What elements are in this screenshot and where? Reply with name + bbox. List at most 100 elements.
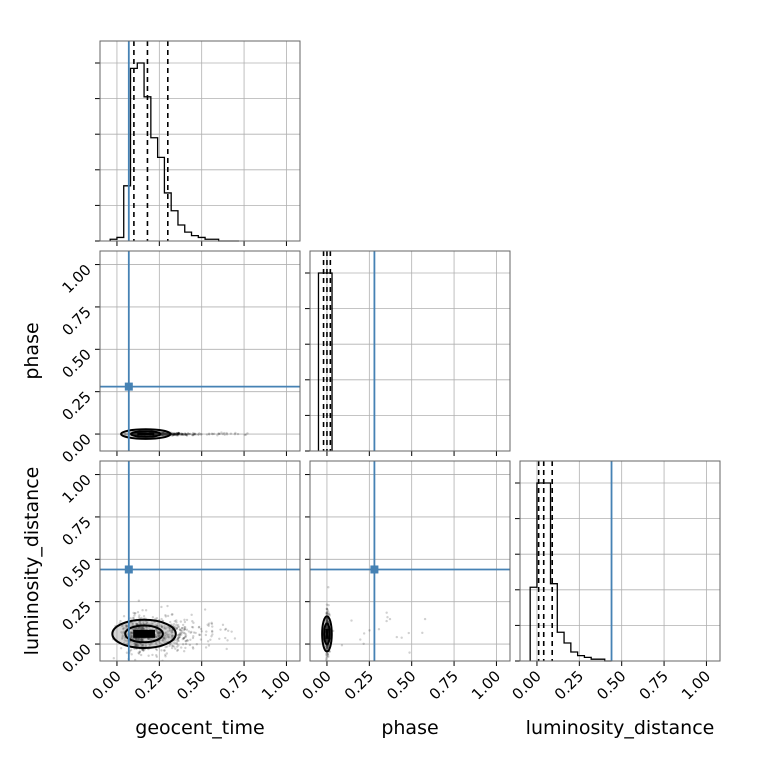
scatter-point — [137, 644, 140, 647]
scatter-point — [166, 645, 169, 648]
scatter-point — [166, 614, 170, 618]
scatter-point — [184, 646, 187, 650]
scatter-point — [225, 431, 228, 435]
scatter-point — [203, 608, 207, 611]
scatter-point — [137, 626, 141, 629]
scatter-point — [163, 433, 167, 436]
scatter-point — [221, 432, 224, 436]
scatter-point — [147, 637, 151, 640]
scatter-point — [133, 432, 136, 436]
scatter-point — [172, 433, 175, 436]
scatter-point — [200, 433, 203, 436]
scatter-point — [207, 432, 211, 435]
scatter-point — [173, 642, 177, 645]
scatter-point — [185, 434, 189, 437]
scatter-point — [172, 433, 175, 437]
scatter-point — [154, 433, 157, 436]
scatter-point — [132, 611, 135, 615]
x-tick-label: 0.50 — [173, 667, 209, 703]
scatter-point — [236, 432, 240, 436]
y-tick-label: 0.75 — [58, 303, 94, 339]
scatter-point — [132, 641, 136, 645]
scatter-point — [177, 636, 180, 639]
scatter-point — [191, 433, 194, 437]
scatter-point — [176, 434, 179, 437]
scatter-point — [121, 636, 124, 639]
scatter-point — [164, 655, 167, 658]
scatter-point — [134, 637, 138, 641]
scatter-point — [180, 433, 183, 436]
scatter-point — [325, 619, 329, 623]
scatter-point — [161, 433, 165, 437]
scatter-point — [325, 611, 328, 615]
scatter-point — [160, 625, 164, 628]
scatter-point — [171, 434, 174, 437]
scatter-point — [164, 633, 167, 637]
scatter-point — [162, 637, 165, 640]
scatter-point — [162, 636, 166, 640]
scatter-point — [161, 432, 164, 436]
scatter-point — [175, 642, 179, 646]
scatter-point — [327, 655, 330, 659]
scatter-point — [172, 641, 175, 644]
panel-border — [309, 250, 511, 452]
panel-contents — [120, 428, 249, 440]
scatter-point — [159, 633, 162, 636]
scatter-point — [178, 635, 181, 639]
scatter-point — [131, 622, 135, 625]
scatter-point — [246, 432, 249, 435]
panel-contents — [111, 599, 237, 661]
scatter-point — [112, 657, 116, 660]
scatter-point — [182, 631, 185, 634]
scatter-point — [129, 631, 132, 634]
scatter-point — [176, 432, 179, 436]
scatter-point — [223, 433, 226, 436]
scatter-point — [225, 433, 229, 436]
scatter-point — [150, 622, 153, 625]
scatter-point — [176, 639, 180, 642]
scatter-point — [163, 634, 167, 638]
scatter-point — [148, 643, 151, 646]
scatter-point — [184, 635, 187, 639]
scatter-point — [328, 614, 331, 617]
scatter-point — [325, 620, 329, 623]
scatter-point — [142, 621, 145, 624]
scatter-point — [139, 627, 142, 630]
scatter-point — [165, 432, 169, 435]
scatter-point — [123, 432, 126, 435]
scatter-point — [154, 635, 158, 638]
scatter-point — [139, 642, 142, 646]
scatter-point — [125, 624, 128, 628]
scatter-point — [204, 633, 208, 637]
x-tick-label: 0.00 — [508, 667, 544, 703]
scatter-point — [182, 637, 185, 640]
scatter-point — [191, 619, 194, 623]
scatter-point — [174, 647, 177, 650]
scatter-point — [175, 432, 178, 435]
scatter-point — [386, 616, 389, 619]
scatter-point — [130, 631, 133, 635]
scatter-point — [163, 432, 167, 435]
scatter-point — [142, 627, 146, 630]
scatter-point — [325, 639, 328, 642]
scatter-point — [171, 613, 174, 616]
scatter-point — [176, 432, 180, 436]
scatter-point — [171, 433, 174, 436]
scatter-point — [326, 626, 329, 629]
scatter-point — [160, 431, 164, 435]
scatter-point — [191, 646, 195, 649]
scatter-point — [168, 628, 171, 632]
scatter-point — [173, 433, 177, 436]
histogram-step-luminosity_distance — [529, 482, 612, 662]
scatter-point — [184, 635, 187, 638]
scatter-point — [140, 644, 143, 647]
scatter-point — [121, 634, 125, 637]
x-tick-label: 1.00 — [468, 667, 504, 703]
scatter-point — [182, 628, 186, 632]
scatter-point — [133, 432, 137, 436]
x-tick-label: 0.50 — [593, 667, 629, 703]
scatter-point — [147, 637, 150, 640]
scatter-point — [136, 643, 139, 647]
panel-border — [519, 460, 721, 662]
scatter-point — [325, 619, 329, 623]
